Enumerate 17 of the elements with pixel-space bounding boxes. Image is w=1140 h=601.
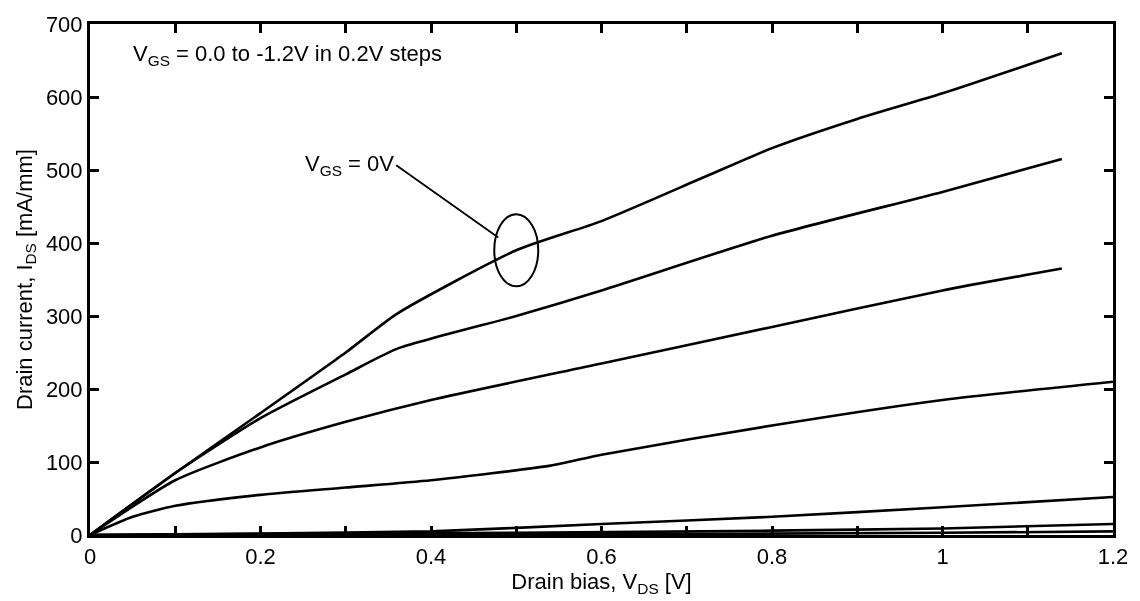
x-tick-label: 1.2 — [1097, 544, 1129, 570]
y-tick-label: 300 — [45, 303, 83, 329]
annotation: V$_{GS}$ = 0.0 to -1.2V in 0.2V steps — [133, 41, 443, 69]
y-tick-label: 0 — [70, 522, 83, 548]
y-tick-label: 500 — [45, 157, 83, 183]
x-tick-label: 0.6 — [586, 544, 617, 570]
y-tick-label: 400 — [45, 230, 83, 256]
y-tick-label: 700 — [45, 11, 83, 37]
y-tick-label: 600 — [45, 84, 83, 110]
x-axis-title: Drain bias, V$_{DS}$ [V] — [511, 569, 692, 598]
annotation: V$_{GS}$ = 0V — [305, 151, 395, 179]
y-tick-label: 200 — [45, 376, 83, 402]
x-tick-label: 1 — [936, 544, 949, 570]
x-tick-label: 0.8 — [756, 544, 788, 570]
y-tick-label: 100 — [45, 449, 83, 475]
x-tick-label: 0.2 — [245, 544, 276, 570]
x-tick-label: 0.4 — [415, 544, 447, 570]
